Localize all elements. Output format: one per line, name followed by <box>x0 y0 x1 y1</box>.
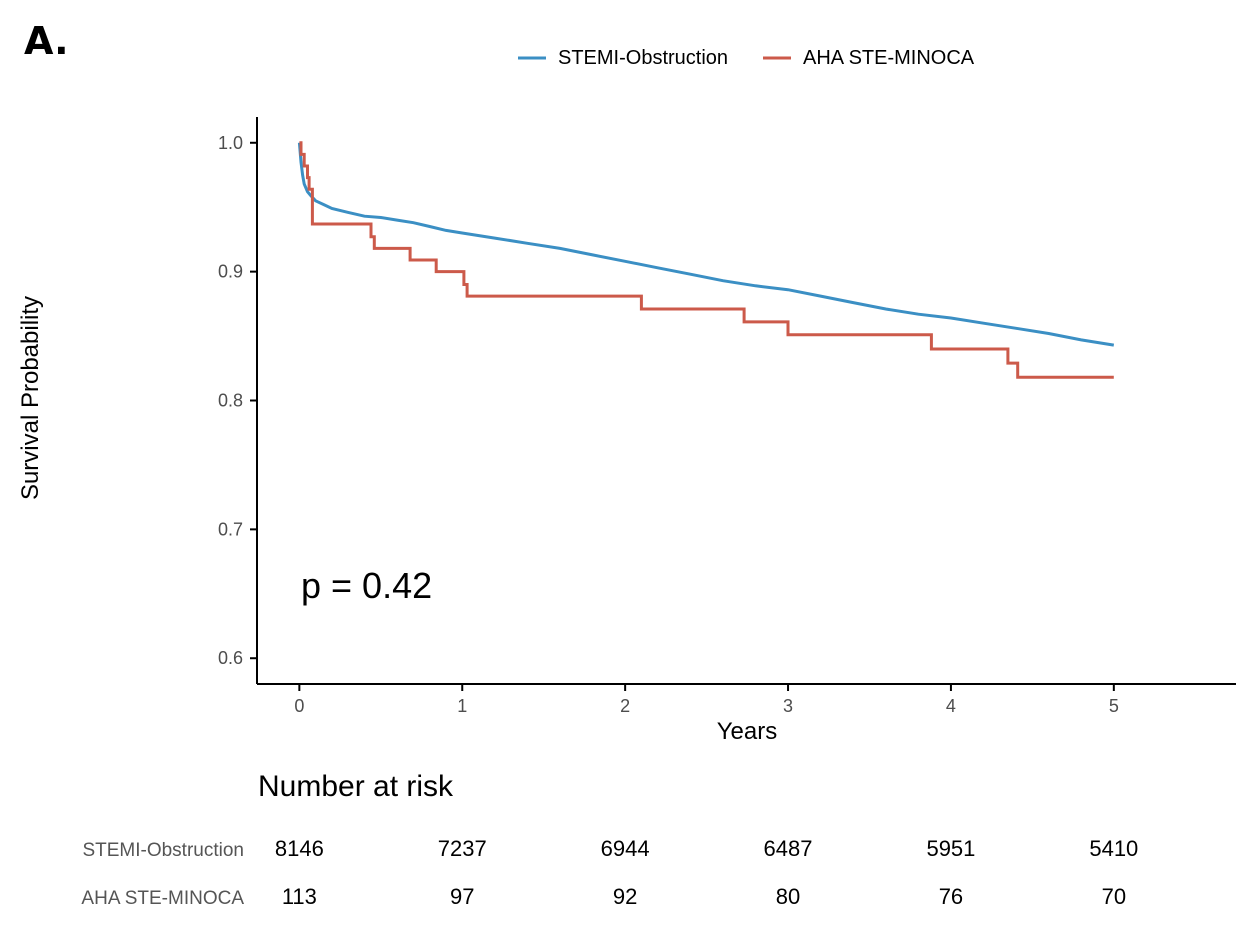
risk-cell: 70 <box>1102 884 1126 909</box>
risk-row-label: STEMI-Obstruction <box>82 840 244 861</box>
risk-row-label: AHA STE-MINOCA <box>81 888 244 909</box>
x-axis-title: Years <box>717 718 778 745</box>
y-tick-label: 0.6 <box>218 648 243 668</box>
legend: STEMI-Obstruction AHA STE-MINOCA <box>518 47 975 69</box>
y-ticks: 0.6 0.7 0.8 0.9 1.0 <box>218 133 257 668</box>
legend-label-series1: STEMI-Obstruction <box>558 47 728 69</box>
risk-cell: 7237 <box>438 836 487 861</box>
y-axis-title: Survival Probability <box>17 296 44 500</box>
risk-cell: 76 <box>939 884 963 909</box>
series-line-2 <box>299 141 1114 379</box>
legend-label-series2: AHA STE-MINOCA <box>803 47 975 69</box>
p-value-annotation: p = 0.42 <box>301 565 432 606</box>
risk-cell: 5951 <box>926 836 975 861</box>
series-line-1 <box>297 142 1115 347</box>
y-tick-label: 0.9 <box>218 262 243 282</box>
risk-cell: 92 <box>613 884 637 909</box>
x-ticks: 0 1 2 3 4 5 <box>294 684 1119 716</box>
risk-table: STEMI-Obstruction 8146 7237 6944 6487 5951 541… <box>81 836 1138 909</box>
y-tick-label: 0.8 <box>218 391 243 411</box>
x-tick-label: 0 <box>294 696 304 716</box>
risk-cell: 80 <box>776 884 800 909</box>
y-tick-label: 1.0 <box>218 133 243 153</box>
x-tick-label: 5 <box>1109 696 1119 716</box>
y-tick-label: 0.7 <box>218 519 243 539</box>
risk-cell: 5410 <box>1089 836 1138 861</box>
risk-cell: 97 <box>450 884 474 909</box>
x-tick-label: 1 <box>457 696 467 716</box>
risk-cell: 6487 <box>764 836 813 861</box>
survival-curves <box>297 141 1115 379</box>
risk-cell: 113 <box>282 884 317 909</box>
panel-label: A. <box>24 19 69 63</box>
x-tick-label: 3 <box>783 696 793 716</box>
x-tick-label: 2 <box>620 696 630 716</box>
x-tick-label: 4 <box>946 696 956 716</box>
risk-table-title: Number at risk <box>258 770 454 803</box>
risk-cell: 6944 <box>601 836 650 861</box>
risk-cell: 8146 <box>275 836 324 861</box>
